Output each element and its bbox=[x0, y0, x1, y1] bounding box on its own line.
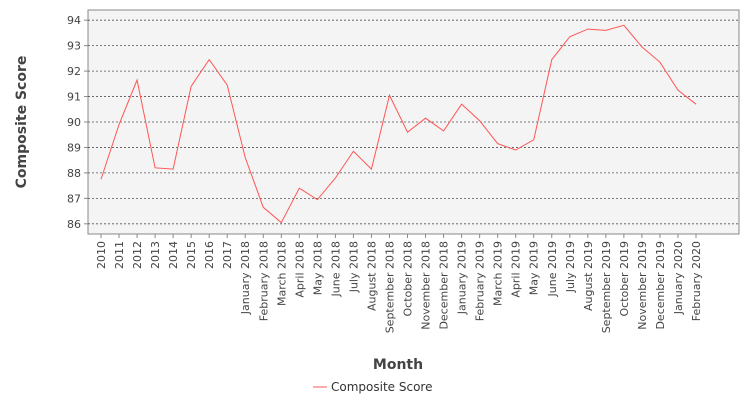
x-tick-label: 2012 bbox=[131, 241, 144, 269]
x-axis: 2010 2011 2012 2013 2014 2015 2016 2017 January … bbox=[95, 234, 703, 333]
x-tick-label: January 2020 bbox=[672, 241, 685, 315]
x-tick-label: December 2019 bbox=[654, 241, 667, 330]
x-tick-label: May 2019 bbox=[528, 241, 541, 295]
x-tick-label: July 2018 bbox=[347, 241, 360, 293]
y-tick-label: 86 bbox=[67, 218, 81, 231]
legend-label: Composite Score bbox=[331, 380, 432, 394]
x-tick-label: 2011 bbox=[113, 241, 126, 269]
x-tick-label: July 2019 bbox=[564, 241, 577, 293]
x-tick-label: September 2019 bbox=[600, 241, 613, 333]
x-tick-label: 2015 bbox=[185, 241, 198, 269]
x-tick-label: October 2018 bbox=[402, 241, 415, 317]
y-tick-label: 87 bbox=[67, 192, 81, 205]
x-axis-title: Month bbox=[373, 357, 423, 373]
x-tick-label: February 2018 bbox=[257, 241, 270, 321]
x-tick-label: 2010 bbox=[95, 241, 108, 269]
y-tick-label: 94 bbox=[67, 14, 81, 27]
x-tick-label: April 2018 bbox=[293, 241, 306, 298]
y-axis: 86 87 88 89 90 91 92 93 94 bbox=[67, 14, 88, 231]
x-tick-label: 2014 bbox=[167, 241, 180, 269]
x-tick-label: September 2018 bbox=[383, 241, 396, 333]
y-tick-label: 90 bbox=[67, 116, 81, 129]
x-tick-label: June 2019 bbox=[546, 241, 559, 297]
x-tick-label: February 2019 bbox=[474, 241, 487, 321]
x-tick-label: November 2019 bbox=[636, 241, 649, 330]
x-tick-label: March 2019 bbox=[492, 241, 505, 306]
x-tick-label: August 2019 bbox=[582, 241, 595, 311]
x-tick-label: December 2018 bbox=[438, 241, 451, 330]
x-tick-label: April 2019 bbox=[510, 241, 523, 298]
x-tick-label: February 2020 bbox=[690, 241, 703, 321]
y-axis-title: Composite Score bbox=[14, 56, 30, 189]
x-tick-label: March 2018 bbox=[275, 241, 288, 306]
y-tick-label: 93 bbox=[67, 40, 81, 53]
y-tick-label: 89 bbox=[67, 141, 81, 154]
x-tick-label: November 2018 bbox=[420, 241, 433, 330]
x-tick-label: 2017 bbox=[221, 241, 234, 269]
legend: Composite Score bbox=[313, 380, 432, 394]
x-tick-label: 2016 bbox=[203, 241, 216, 269]
x-tick-label: June 2018 bbox=[329, 241, 342, 297]
grid-lines bbox=[88, 19, 739, 225]
x-tick-label: May 2018 bbox=[311, 241, 324, 295]
x-tick-label: August 2018 bbox=[365, 241, 378, 311]
y-tick-label: 88 bbox=[67, 167, 81, 180]
y-tick-label: 91 bbox=[67, 91, 81, 104]
x-tick-label: 2013 bbox=[149, 241, 162, 269]
x-tick-label: October 2019 bbox=[618, 241, 631, 317]
series-line-composite-score bbox=[100, 24, 697, 224]
x-tick-label: January 2018 bbox=[239, 241, 252, 315]
x-tick-label: January 2019 bbox=[456, 241, 469, 315]
y-tick-label: 92 bbox=[67, 65, 81, 78]
